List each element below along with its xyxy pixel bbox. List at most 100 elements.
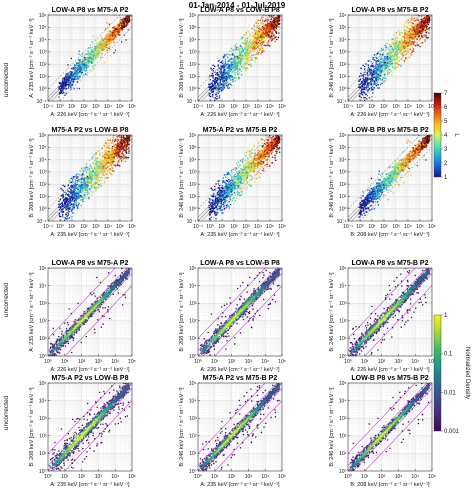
data-point — [122, 153, 124, 155]
data-point — [254, 49, 256, 51]
data-point — [72, 198, 74, 200]
data-point — [109, 35, 111, 37]
data-point — [373, 65, 376, 68]
data-point — [277, 17, 279, 19]
data-point — [371, 80, 373, 83]
data-point — [208, 102, 209, 103]
data-point — [118, 31, 120, 33]
data-point — [233, 62, 235, 64]
data-point — [107, 33, 109, 35]
data-point — [67, 207, 69, 210]
data-point — [220, 72, 222, 74]
data-point — [362, 77, 364, 80]
data-point — [266, 22, 269, 25]
data-point — [408, 40, 411, 42]
data-point — [250, 63, 252, 65]
data-point — [260, 46, 263, 49]
data-point — [238, 49, 241, 51]
data-point — [407, 41, 409, 44]
data-point — [368, 84, 371, 86]
data-point — [73, 77, 75, 80]
data-point — [123, 22, 125, 25]
data-point — [390, 51, 392, 54]
data-point — [108, 34, 110, 36]
data-point — [374, 83, 376, 85]
data-point — [363, 97, 365, 99]
data-point — [93, 54, 95, 56]
data-point — [388, 57, 390, 59]
data-point — [85, 67, 87, 70]
data-point — [420, 34, 423, 37]
data-point — [377, 64, 379, 66]
data-point — [116, 25, 118, 28]
data-point — [110, 55, 112, 57]
data-point — [110, 39, 112, 41]
data-point — [78, 59, 80, 61]
data-point — [278, 18, 281, 20]
data-point — [231, 67, 233, 69]
data-point — [386, 65, 388, 67]
data-point — [92, 173, 94, 175]
data-point — [77, 70, 79, 72]
data-point — [125, 16, 127, 18]
data-point — [65, 74, 67, 77]
data-point — [87, 55, 89, 58]
data-point — [225, 54, 227, 56]
data-point — [370, 84, 372, 86]
data-point — [248, 49, 250, 51]
data-point — [82, 66, 85, 68]
data-point — [69, 79, 71, 81]
data-point — [219, 61, 221, 64]
data-point — [396, 42, 398, 44]
data-point — [262, 16, 264, 18]
data-point — [263, 31, 265, 33]
data-point — [397, 30, 399, 33]
data-point — [84, 189, 87, 192]
data-point — [423, 17, 426, 19]
data-point — [254, 57, 256, 59]
x-tick-label: 10⁰ — [56, 104, 64, 110]
data-point — [387, 61, 390, 63]
data-point — [62, 82, 65, 85]
data-point — [219, 86, 221, 89]
data-point — [401, 42, 403, 45]
data-point — [263, 29, 265, 31]
data-point — [123, 139, 126, 141]
data-point — [252, 48, 254, 50]
data-point — [421, 19, 423, 22]
data-point — [243, 66, 245, 69]
data-point — [74, 178, 76, 181]
x-tick-label: 10² — [230, 104, 238, 110]
data-point — [416, 44, 419, 46]
data-point — [418, 29, 420, 31]
data-point — [273, 21, 275, 23]
data-point — [384, 80, 387, 82]
data-point — [96, 45, 98, 47]
data-point — [239, 48, 241, 50]
data-point — [254, 42, 256, 44]
data-point — [254, 38, 256, 40]
data-point — [373, 87, 376, 89]
data-point — [378, 68, 380, 70]
data-point — [393, 34, 395, 36]
data-point — [257, 39, 259, 41]
data-point — [86, 66, 89, 68]
data-point — [82, 64, 85, 67]
data-point — [359, 92, 361, 95]
data-point — [370, 79, 373, 81]
data-point — [62, 197, 64, 199]
data-point — [404, 32, 407, 34]
data-point — [266, 18, 268, 21]
data-point — [74, 77, 76, 79]
data-point — [225, 75, 227, 77]
data-point — [70, 195, 72, 197]
data-point — [80, 67, 83, 69]
data-point — [369, 79, 372, 81]
data-point — [233, 64, 236, 66]
data-point — [415, 31, 417, 33]
data-point — [218, 88, 220, 91]
data-point — [416, 38, 419, 40]
data-point — [236, 55, 238, 57]
data-point — [377, 84, 379, 86]
data-point — [91, 56, 94, 59]
